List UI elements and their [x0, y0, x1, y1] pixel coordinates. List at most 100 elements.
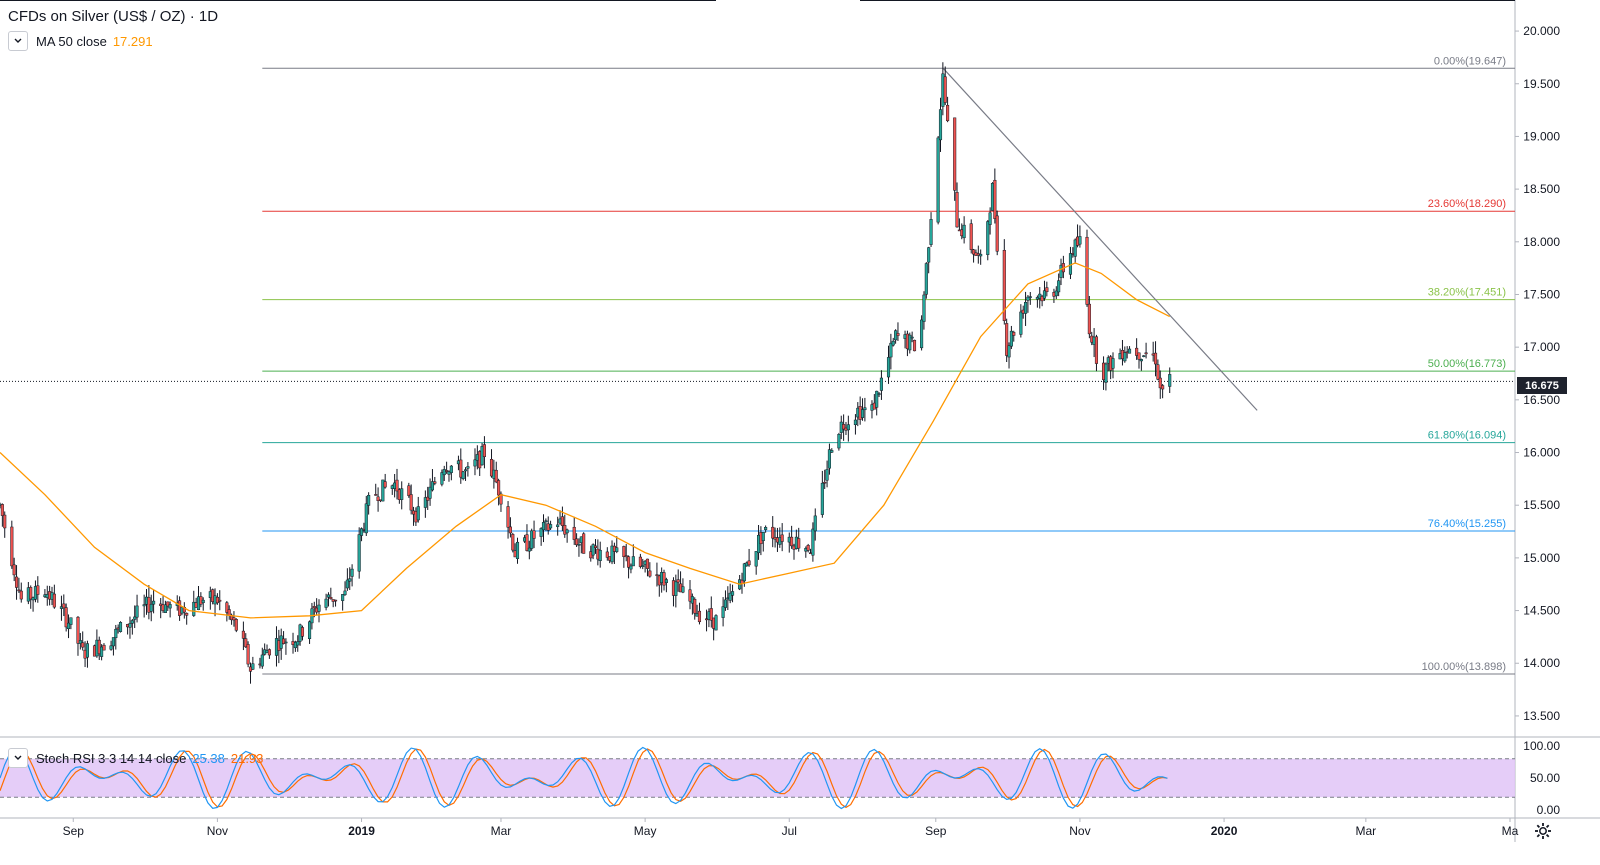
time-tick-label: 2020: [1211, 824, 1238, 838]
candle-body: [447, 471, 451, 475]
candle-body: [433, 481, 437, 484]
trendline[interactable]: [942, 67, 1258, 411]
candle-body: [345, 579, 349, 589]
price-tick-label: 16.500: [1523, 393, 1560, 407]
candle-body: [445, 470, 449, 472]
candle-body: [324, 598, 328, 608]
collapse-oscillator-button[interactable]: [8, 748, 28, 768]
candle-body: [927, 247, 931, 263]
price-tick-label: 15.500: [1523, 498, 1560, 512]
oscillator-legend: Stoch RSI 3 3 14 14 close 25.38 21.93: [8, 748, 263, 768]
candle-body: [823, 481, 827, 484]
candle-body: [400, 488, 404, 500]
candle-body: [761, 532, 765, 541]
candle-body: [166, 601, 170, 607]
candle-body: [308, 621, 312, 639]
candle-body: [972, 249, 976, 255]
candle-body: [943, 76, 947, 103]
candle-body: [631, 556, 635, 567]
time-tick-label: Jul: [782, 824, 797, 838]
candle-body: [463, 469, 468, 472]
candle-body: [827, 449, 831, 469]
candle-body: [508, 526, 512, 534]
time-tick-label: Mar: [1356, 824, 1377, 838]
candle-body: [532, 530, 536, 539]
candle-body: [731, 591, 735, 596]
candle-body: [19, 590, 23, 600]
fib-level-label: 76.40%(15.255): [1428, 518, 1506, 530]
candle-body: [693, 598, 697, 614]
candle-body: [348, 578, 352, 582]
candle-body: [300, 627, 305, 637]
candle-body: [152, 600, 156, 605]
price-tick-label: 20.000: [1523, 24, 1560, 38]
candle-body: [598, 549, 602, 561]
candle-body: [645, 558, 650, 569]
candle-body: [681, 586, 685, 593]
candle-body: [891, 340, 895, 346]
candle-body: [889, 342, 893, 358]
oscillator-d-value: 21.93: [230, 750, 264, 766]
candle-body: [853, 419, 857, 426]
candle-body: [1019, 311, 1023, 335]
price-tick-label: 18.000: [1523, 235, 1560, 249]
candle-body: [1040, 296, 1044, 302]
candle-body: [664, 579, 668, 583]
candle-body: [541, 522, 546, 531]
candle-body: [910, 336, 914, 339]
candle-body: [149, 603, 153, 612]
candle-body: [641, 565, 645, 567]
candle-body: [811, 528, 815, 556]
gear-icon[interactable]: [1534, 822, 1552, 840]
collapse-legend-button[interactable]: [8, 31, 28, 51]
candle-body: [709, 608, 713, 621]
price-tick-label: 17.000: [1523, 340, 1560, 354]
candle-body: [742, 563, 746, 582]
candle-body: [85, 643, 89, 658]
time-tick-label: 2019: [348, 824, 375, 838]
candle-body: [655, 574, 659, 576]
candle-body: [499, 493, 503, 505]
candle-body: [723, 599, 728, 608]
candle-body: [135, 605, 139, 618]
candle-body: [109, 645, 113, 650]
candle-body: [282, 638, 286, 644]
candle-body: [0, 504, 4, 516]
candle-body: [1009, 330, 1013, 347]
candle-body: [1153, 352, 1158, 365]
chevron-down-icon: [14, 38, 22, 43]
candle-body: [64, 607, 68, 628]
candle-body: [78, 640, 82, 644]
candle-body: [461, 471, 465, 479]
candle-body: [364, 503, 368, 534]
candle-body: [511, 534, 515, 551]
candle-body: [100, 646, 104, 657]
candle-body: [426, 496, 430, 501]
candle-body: [842, 424, 846, 430]
candle-body: [449, 465, 453, 473]
time-tick-label: Sep: [925, 824, 947, 838]
candle-body: [1161, 385, 1165, 390]
candle-body: [920, 319, 924, 349]
candle-body: [1104, 363, 1108, 383]
candle-body: [367, 495, 371, 506]
candle-body: [1144, 352, 1148, 355]
candle-body: [806, 545, 810, 551]
candle-body: [955, 192, 959, 228]
time-tick-label: Ma: [1502, 824, 1519, 838]
candle-body: [879, 377, 883, 391]
time-tick-label: Nov: [1069, 824, 1090, 838]
price-tick-label: 16.000: [1523, 446, 1560, 460]
candle-body: [946, 104, 950, 122]
candle-body: [260, 654, 264, 667]
candle-body: [721, 606, 725, 618]
candle-body: [525, 534, 529, 551]
candle-body: [565, 529, 569, 534]
candle-body: [246, 644, 250, 665]
fib-level-label: 0.00%(19.647): [1434, 55, 1506, 67]
candle-body: [1137, 352, 1141, 360]
candle-body: [728, 592, 732, 601]
price-tick-label: 15.000: [1523, 551, 1560, 565]
